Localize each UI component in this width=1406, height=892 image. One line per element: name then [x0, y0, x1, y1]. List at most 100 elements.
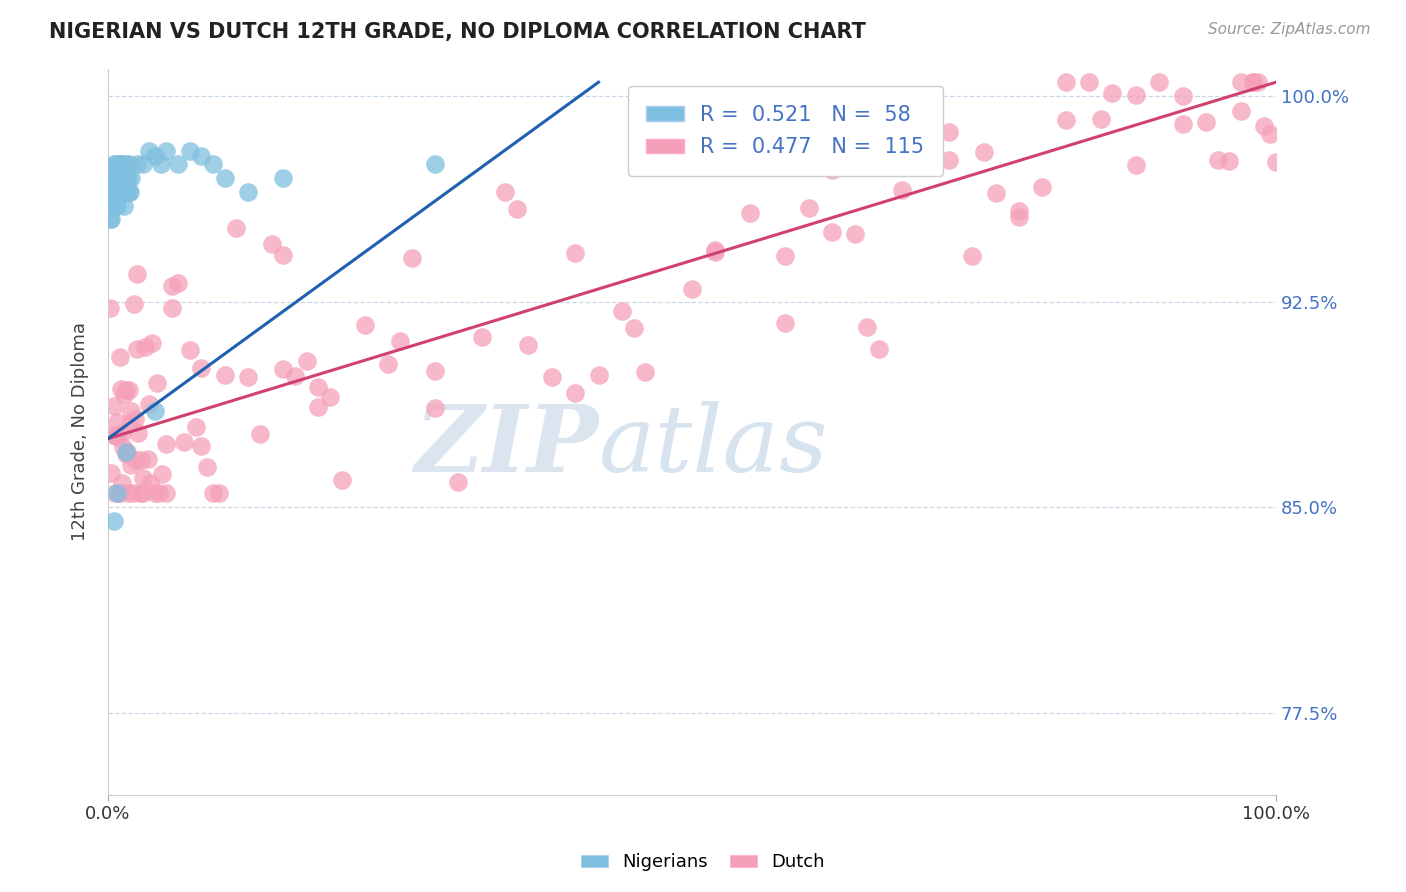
- Legend: R =  0.521   N =  58, R =  0.477   N =  115: R = 0.521 N = 58, R = 0.477 N = 115: [627, 87, 943, 177]
- Point: [100, 467, 122, 481]
- Point: [98, 171, 121, 186]
- Point: [101, 171, 124, 186]
- Point: [108, 486, 131, 500]
- Point: [111, 185, 134, 199]
- Point: [214, 171, 236, 186]
- Point: [634, 365, 657, 379]
- Point: [517, 337, 540, 351]
- Point: [727, 136, 749, 151]
- Point: [105, 185, 128, 199]
- Point: [118, 157, 141, 171]
- Point: [1054, 113, 1077, 128]
- Point: [319, 390, 342, 404]
- Point: [150, 467, 173, 481]
- Point: [108, 157, 131, 171]
- Point: [127, 426, 149, 441]
- Text: NIGERIAN VS DUTCH 12TH GRADE, NO DIPLOMA CORRELATION CHART: NIGERIAN VS DUTCH 12TH GRADE, NO DIPLOMA…: [49, 22, 866, 42]
- Point: [101, 198, 124, 212]
- Point: [104, 486, 127, 500]
- Point: [122, 297, 145, 311]
- Point: [120, 185, 142, 199]
- Point: [214, 368, 236, 382]
- Point: [1253, 119, 1275, 133]
- Point: [938, 153, 960, 167]
- Point: [149, 157, 172, 171]
- Point: [129, 453, 152, 467]
- Point: [125, 453, 148, 467]
- Point: [271, 362, 294, 376]
- Point: [354, 318, 377, 332]
- Point: [143, 404, 166, 418]
- Point: [821, 162, 844, 177]
- Point: [1265, 155, 1288, 169]
- Point: [307, 400, 329, 414]
- Point: [138, 397, 160, 411]
- Text: ZIP: ZIP: [415, 401, 599, 491]
- Point: [190, 360, 212, 375]
- Point: [401, 251, 423, 265]
- Point: [107, 486, 129, 500]
- Point: [775, 316, 797, 330]
- Point: [179, 343, 201, 358]
- Point: [423, 364, 446, 378]
- Point: [121, 486, 143, 500]
- Point: [564, 386, 586, 401]
- Point: [797, 201, 820, 215]
- Point: [111, 171, 134, 186]
- Point: [111, 425, 134, 440]
- Point: [143, 486, 166, 500]
- Point: [160, 278, 183, 293]
- Point: [98, 301, 121, 315]
- Point: [610, 304, 633, 318]
- Point: [1258, 127, 1281, 141]
- Point: [105, 429, 128, 443]
- Point: [471, 329, 494, 343]
- Point: [1230, 75, 1253, 89]
- Point: [114, 185, 136, 199]
- Point: [115, 171, 138, 186]
- Point: [1125, 158, 1147, 172]
- Point: [167, 157, 190, 171]
- Point: [236, 369, 259, 384]
- Point: [105, 486, 128, 500]
- Point: [821, 225, 844, 239]
- Text: Source: ZipAtlas.com: Source: ZipAtlas.com: [1208, 22, 1371, 37]
- Point: [103, 185, 125, 199]
- Point: [588, 368, 610, 383]
- Point: [202, 486, 225, 500]
- Point: [494, 185, 516, 199]
- Point: [105, 157, 128, 171]
- Point: [104, 171, 127, 186]
- Point: [105, 198, 128, 212]
- Point: [120, 171, 142, 186]
- Point: [423, 157, 446, 171]
- Point: [114, 445, 136, 459]
- Point: [117, 486, 139, 500]
- Point: [120, 403, 142, 417]
- Point: [103, 399, 125, 413]
- Point: [184, 419, 207, 434]
- Point: [962, 249, 984, 263]
- Point: [108, 350, 131, 364]
- Point: [105, 429, 128, 443]
- Point: [179, 144, 201, 158]
- Point: [891, 182, 914, 196]
- Point: [173, 434, 195, 449]
- Point: [540, 369, 562, 384]
- Point: [202, 157, 225, 171]
- Point: [155, 144, 177, 158]
- Point: [704, 244, 727, 258]
- Y-axis label: 12th Grade, No Diploma: 12th Grade, No Diploma: [72, 322, 89, 541]
- Point: [1147, 75, 1170, 89]
- Point: [236, 185, 259, 199]
- Point: [775, 249, 797, 263]
- Point: [260, 236, 283, 251]
- Point: [1054, 75, 1077, 89]
- Point: [1078, 75, 1101, 89]
- Point: [118, 185, 141, 199]
- Point: [1125, 87, 1147, 102]
- Point: [127, 268, 149, 282]
- Point: [1101, 86, 1123, 100]
- Point: [120, 416, 142, 430]
- Point: [107, 157, 129, 171]
